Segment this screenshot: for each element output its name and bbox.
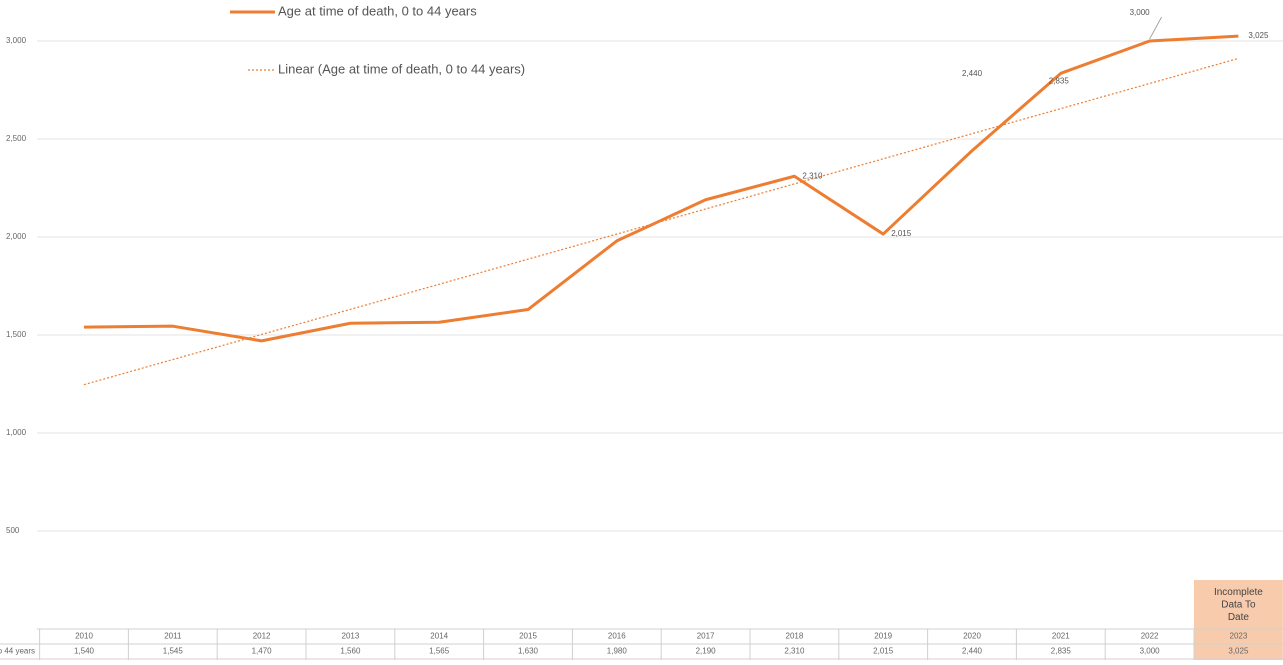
y-tick-label: 1,000 xyxy=(6,428,27,437)
x-tick-label: 2014 xyxy=(430,632,448,641)
table-value: 1,560 xyxy=(340,647,361,656)
x-tick-label: 2011 xyxy=(164,632,182,641)
y-tick-label: 500 xyxy=(6,526,20,535)
x-tick-label: 2020 xyxy=(963,632,981,641)
table-value: 3,000 xyxy=(1140,647,1161,656)
x-tick-label: 2016 xyxy=(608,632,626,641)
y-tick-label: 2,000 xyxy=(6,232,27,241)
data-label: 2,440 xyxy=(962,69,983,78)
x-tick-label: 2013 xyxy=(342,632,360,641)
x-tick-label: 2022 xyxy=(1141,632,1159,641)
x-tick-label: 2021 xyxy=(1052,632,1070,641)
table-value: 2,190 xyxy=(696,647,717,656)
annotation: Incomplete Data To Date xyxy=(1214,587,1263,623)
table-value: 1,545 xyxy=(163,647,184,656)
table-value: 2,440 xyxy=(962,647,983,656)
y-tick-label: 3,000 xyxy=(6,36,27,45)
x-tick-label: 2012 xyxy=(253,632,271,641)
x-tick-label: 2010 xyxy=(75,632,93,641)
x-tick-label: 2023 xyxy=(1230,632,1248,641)
series-line xyxy=(83,34,1239,343)
data-label: 2,015 xyxy=(891,229,912,238)
leader-line xyxy=(1149,16,1162,40)
table-value: 1,980 xyxy=(607,647,628,656)
data-label: 3,000 xyxy=(1130,8,1151,17)
table-row-header: Age at time of death, 0 to 44 years xyxy=(0,647,35,656)
legend-label: Age at time of death, 0 to 44 years xyxy=(278,3,477,18)
table-value: 2,310 xyxy=(784,647,805,656)
table-value: 1,470 xyxy=(252,647,273,656)
data-label: 2,310 xyxy=(802,171,823,180)
table-value: 3,025 xyxy=(1228,647,1249,656)
table-value: 1,540 xyxy=(74,647,95,656)
table-value: 1,630 xyxy=(518,647,539,656)
y-tick-label: 1,500 xyxy=(6,330,27,339)
table-value: 2,835 xyxy=(1051,647,1072,656)
x-tick-label: 2015 xyxy=(519,632,537,641)
table-value: 2,015 xyxy=(873,647,894,656)
table-value: 1,565 xyxy=(429,647,450,656)
data-label: 3,025 xyxy=(1248,31,1269,40)
data-label: 2,835 xyxy=(1049,76,1070,85)
y-tick-label: 2,500 xyxy=(6,134,27,143)
x-tick-label: 2017 xyxy=(697,632,715,641)
x-tick-label: 2018 xyxy=(786,632,804,641)
x-tick-label: 2019 xyxy=(874,632,892,641)
legend-label: Linear (Age at time of death, 0 to 44 ye… xyxy=(278,61,525,76)
annotation-box xyxy=(1194,580,1283,660)
